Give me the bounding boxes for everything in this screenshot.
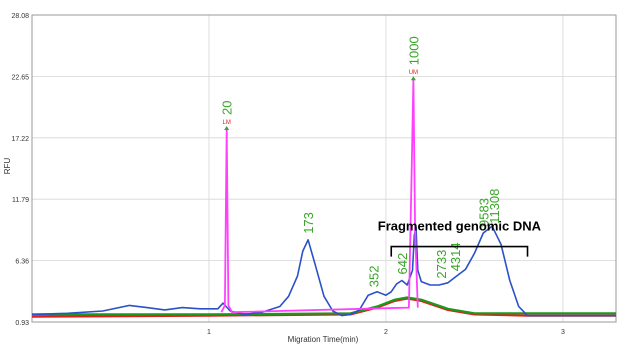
marker-size-label: 20 (220, 101, 235, 115)
marker-size-label: 1000 (406, 36, 421, 65)
peak-label: 4314 (448, 242, 463, 271)
x-axis-ticks: 1 2 3 (207, 329, 565, 336)
peak-label: 173 (301, 212, 316, 234)
peak-label: 352 (367, 265, 382, 287)
x-tick-label: 2 (384, 329, 388, 336)
x-tick-label: 3 (561, 329, 565, 336)
series-line-marker (220, 78, 419, 314)
y-tick-label: 17.22 (11, 136, 29, 143)
x-axis-label: Migration Time(min) (288, 335, 359, 344)
peak-label: 9583 (476, 198, 491, 227)
y-tick-label: 28.08 (11, 13, 29, 20)
plot-frame (31, 14, 617, 323)
y-tick-label: 6.36 (15, 259, 29, 266)
series-line-green (32, 296, 616, 316)
y-axis-ticks: 0.93 6.36 11.79 17.22 22.65 28.08 (11, 13, 29, 327)
y-tick-label: 22.65 (11, 74, 29, 81)
marker-tag-label: UM (409, 70, 418, 76)
x-tick-label: 1 (207, 329, 211, 336)
y-axis-label: RFU (3, 158, 12, 175)
peak-label: 11308 (487, 189, 502, 224)
annotation-text: Fragmented genomic DNA (378, 219, 542, 234)
y-tick-label: 11.79 (12, 197, 29, 204)
annotation-bracket (390, 245, 529, 257)
marker-peak-triangle (410, 76, 416, 81)
peak-label: 642 (395, 253, 410, 275)
marker-peak-triangle (224, 125, 230, 130)
series-line-sample (31, 225, 616, 317)
series-layer (31, 78, 616, 318)
peak-label: 2733 (434, 250, 449, 279)
gridlines (32, 15, 616, 322)
marker-tag-label: LM (222, 120, 230, 126)
annotation-layer: Fragmented genomic DNA (378, 219, 542, 257)
y-tick-label: 0.93 (15, 320, 29, 327)
